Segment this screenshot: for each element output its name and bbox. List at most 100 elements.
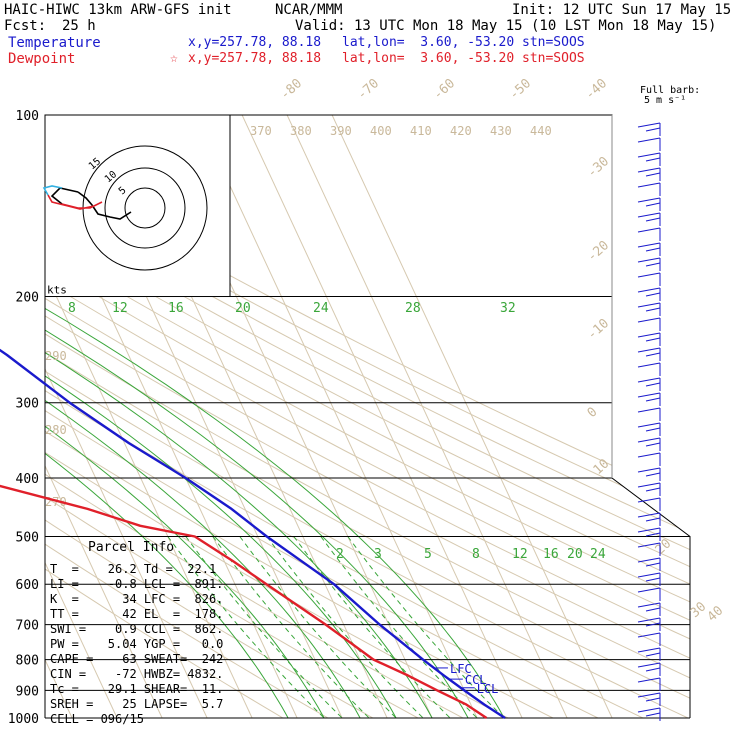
mixing-ratio-label: 12	[512, 547, 528, 562]
wind-barb	[645, 202, 661, 207]
theta-label: 380	[290, 124, 312, 138]
mixing-ratio-line	[212, 536, 370, 718]
wind-barb	[645, 217, 661, 222]
dry-adiabat-line	[45, 115, 464, 718]
wind-barb	[637, 182, 661, 188]
isotherm-line	[331, 115, 613, 718]
dry-adiabat-line	[45, 115, 690, 718]
wind-barb	[637, 242, 661, 248]
wind-barb	[637, 437, 661, 443]
wind-barb	[637, 632, 661, 638]
mixing-ratio-label: 5	[424, 547, 432, 562]
mixing-ratio-label: 24	[590, 547, 606, 562]
wind-barb	[637, 452, 661, 458]
dry-adiabat-line	[45, 115, 284, 718]
pressure-tick-label: 300	[16, 397, 39, 412]
wind-barb	[637, 677, 661, 683]
parcel-info-row: Tc = 29.1 SHEAR= 11.	[50, 682, 224, 696]
wind-barb	[645, 397, 661, 402]
mixing-ratio-label: 20	[567, 547, 583, 562]
parcel-info-row: PW = 5.04 YGP = 0.0	[50, 637, 224, 651]
wind-barb	[637, 662, 661, 668]
isotherm-label: -10	[585, 316, 612, 343]
wind-barb	[637, 347, 661, 353]
hodograph-trace-cyan	[42, 185, 63, 196]
isotherm-label: 40	[705, 603, 727, 625]
valid-time: Valid: 13 UTC Mon 18 May 15 (10 LST Mon …	[295, 18, 717, 34]
dry-adiabat-line	[45, 115, 329, 718]
pressure-tick-label: 500	[16, 530, 39, 545]
wind-barb	[637, 227, 661, 233]
parcel-levels: ELLFCCCLLCL	[433, 662, 499, 696]
wind-barb	[645, 172, 661, 177]
mixing-ratio-label: 3	[374, 547, 382, 562]
isotherm-line	[45, 115, 253, 718]
theta-label: 430	[490, 124, 512, 138]
wind-barb	[637, 212, 661, 218]
isotherm-label: -80	[278, 76, 305, 103]
wind-barb	[645, 517, 661, 522]
wind-barb	[637, 407, 661, 413]
isotherm-label: -50	[507, 76, 534, 103]
mixing-ratio-line	[239, 536, 397, 718]
dewpoint-station: stn=SOOS	[522, 51, 585, 66]
hodograph-trace-mid	[50, 187, 79, 205]
wind-barb	[637, 527, 661, 533]
wind-barb	[645, 247, 661, 252]
pressure-tick-label: 800	[16, 654, 39, 669]
wind-barb	[637, 422, 661, 428]
wind-barb	[637, 647, 661, 653]
dewpoint-latlon: lat,lon= 3.60, -53.20	[342, 51, 515, 66]
hodograph-frame	[44, 114, 231, 298]
pressure-tick-label: 1000	[8, 712, 39, 727]
wind-barb	[645, 352, 661, 357]
theta-label: 400	[370, 124, 392, 138]
moist-line-label: 8	[68, 301, 76, 316]
parcel-level-label-lcl: LCL	[477, 682, 499, 696]
temperature-profile	[0, 348, 506, 720]
temperature-station: stn=SOOS	[522, 35, 585, 50]
wind-barb	[637, 287, 661, 293]
wind-barb	[637, 167, 661, 173]
isotherm-line	[196, 115, 478, 718]
dewpoint-legend: Dewpoint	[8, 51, 76, 67]
wind-barb	[637, 197, 661, 203]
wind-barb	[645, 607, 661, 612]
wind-barb	[645, 157, 661, 162]
moist-line-label: 20	[235, 301, 251, 316]
forecast-label: Fcst:	[4, 18, 47, 34]
wind-barb	[637, 122, 661, 128]
parcel-info-row: CELL = 096/15	[50, 712, 144, 726]
org-label: NCAR/MMM	[275, 2, 343, 18]
wind-barb	[637, 152, 661, 158]
isotherm-label: -70	[355, 76, 382, 103]
model-title: HAIC-HIWC 13km ARW-GFS init	[4, 2, 232, 18]
pressure-tick-label: 900	[16, 684, 39, 699]
theta-label: 420	[450, 124, 472, 138]
theta-label: 410	[410, 124, 432, 138]
dry-adiabat-line	[45, 115, 509, 718]
wind-barb	[637, 542, 661, 548]
mixing-ratio-line	[185, 536, 343, 718]
wind-barb	[637, 257, 661, 263]
parcel-info-row: SWI = 0.9 CCL = 862.	[50, 622, 224, 636]
isotherm-label: 30	[688, 599, 710, 621]
barb-legend-units: 5 m s⁻¹	[644, 95, 687, 106]
wind-barb	[645, 652, 661, 657]
moist-line-label: 24	[313, 301, 329, 316]
dry-adiabat-line	[45, 115, 690, 718]
wind-barb	[645, 697, 661, 702]
dry-adiabat-line	[45, 115, 689, 718]
pressure-tick-label: 400	[16, 472, 39, 487]
wind-barb	[637, 392, 661, 398]
isotherm-label: -40	[583, 76, 610, 103]
isotherm-label: -60	[431, 76, 458, 103]
theta-label-left: 280	[45, 423, 67, 437]
wind-barb	[637, 707, 661, 713]
moist-line-label: 16	[168, 301, 184, 316]
theta-label: 390	[330, 124, 352, 138]
dry-adiabat-line	[45, 115, 690, 718]
moist-line-label: 28	[405, 301, 421, 316]
wind-barb	[645, 262, 661, 267]
wind-barb	[645, 427, 661, 432]
